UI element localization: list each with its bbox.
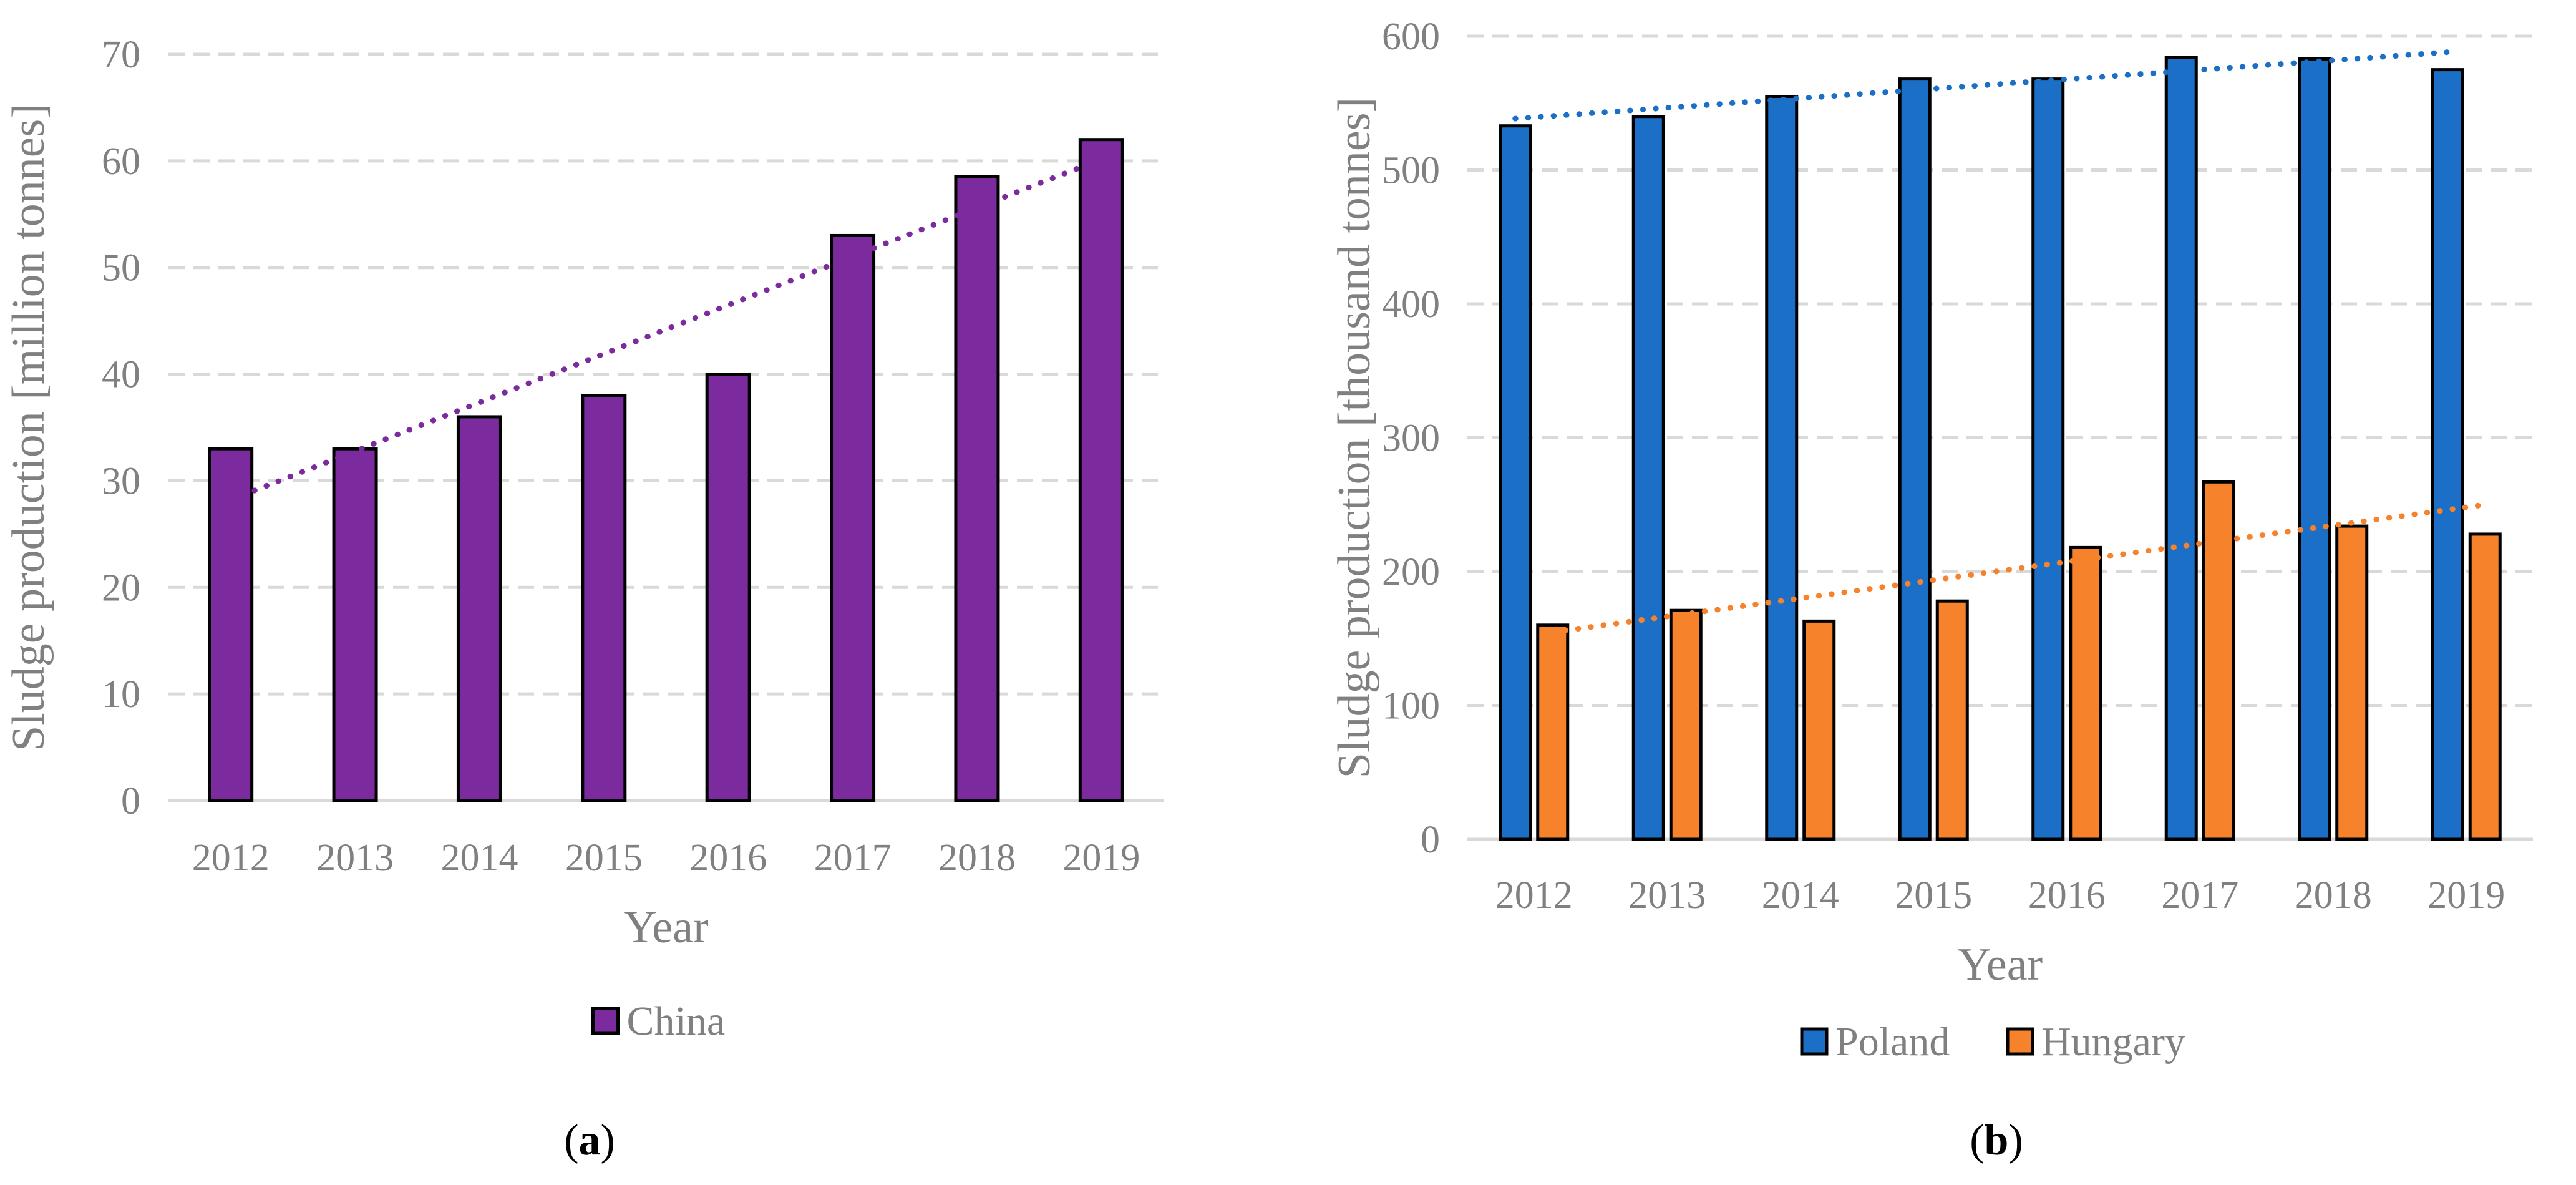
- y-tick-label: 600: [1382, 16, 1440, 58]
- panel-a: 0 10 20 30 40 50 60 70 2012 2013 2014 2015 2016 2017 2…: [3, 34, 1164, 1164]
- legend-label-hungary: Hungary: [2041, 1019, 2185, 1065]
- legend-label-poland: Poland: [1835, 1019, 1950, 1065]
- x-tick-label: 2019: [1062, 837, 1140, 879]
- bar-poland-2018: [2298, 57, 2331, 841]
- legend-swatch-china: [591, 1007, 620, 1035]
- y-tick-label: 70: [102, 34, 140, 76]
- trendline-hungary: [1550, 502, 2488, 635]
- y-tick-label: 10: [102, 673, 140, 716]
- y-tick-label: 20: [102, 567, 140, 609]
- y-tick-label: 300: [1382, 417, 1440, 460]
- panel-label: (a): [564, 1116, 615, 1164]
- bar-poland-2013: [1631, 115, 1665, 841]
- y-axis-title: Sludge production [million tonnes]: [3, 104, 54, 751]
- x-axis-title: Year: [623, 902, 708, 953]
- bar-hungary-2018: [2335, 524, 2369, 841]
- y-tick-label: 400: [1382, 283, 1440, 326]
- bar-hungary-2013: [1669, 608, 1703, 841]
- y-tick-label: 0: [1421, 819, 1440, 861]
- bar-poland-2012: [1499, 124, 1532, 841]
- y-tick-label: 100: [1382, 685, 1440, 728]
- x-tick-label: 2017: [814, 837, 892, 879]
- y-axis-title: Sludge production [thousand tonnes]: [1329, 97, 1380, 778]
- y-tick-label: 0: [121, 780, 140, 822]
- bar-hungary-2012: [1536, 623, 1570, 841]
- x-tick-label: 2018: [2295, 874, 2372, 917]
- bar-hungary-2015: [1935, 599, 1969, 841]
- bar-china-2014: [456, 415, 502, 802]
- bar-china-2018: [954, 175, 1000, 802]
- x-tick-label: 2016: [2028, 874, 2106, 917]
- x-tick-label: 2018: [938, 837, 1016, 879]
- bar-china-2016: [705, 373, 751, 802]
- y-tick-label: 50: [102, 247, 140, 290]
- x-tick-label: 2017: [2161, 874, 2238, 917]
- x-tick-label: 2015: [565, 837, 643, 879]
- y-tick-label: 200: [1382, 551, 1440, 593]
- x-tick-label: 2013: [1628, 874, 1706, 917]
- x-tick-label: 2012: [192, 837, 270, 879]
- bar-china-2013: [332, 447, 378, 802]
- bar-hungary-2014: [1802, 619, 1836, 841]
- x-tick-label: 2019: [2428, 874, 2505, 917]
- bar-hungary-2016: [2069, 545, 2102, 841]
- x-tick-label: 2016: [689, 837, 767, 879]
- bar-china-2017: [830, 233, 876, 802]
- bar-china-2012: [208, 447, 254, 802]
- trendline-china: [228, 156, 1104, 503]
- bar-poland-2014: [1765, 95, 1799, 841]
- x-tick-label: 2012: [1495, 874, 1573, 917]
- legend-label-china: China: [627, 998, 726, 1044]
- bar-hungary-2017: [2202, 480, 2235, 841]
- y-tick-label: 30: [102, 460, 140, 502]
- bar-china-2019: [1078, 138, 1124, 802]
- y-tick-label: 40: [102, 354, 140, 396]
- bar-poland-2019: [2431, 68, 2464, 841]
- y-tick-label: 500: [1382, 150, 1440, 192]
- trendline-poland: [1512, 49, 2451, 122]
- x-tick-label: 2014: [440, 837, 518, 879]
- bar-poland-2015: [1898, 77, 1932, 841]
- bar-poland-2017: [2164, 56, 2198, 841]
- bar-poland-2016: [2031, 77, 2065, 841]
- legend-swatch-poland: [1800, 1027, 1829, 1056]
- panel-b: 0 100 200 300 400 500 600 2012 2013 2014 2015 2016 2…: [1329, 16, 2533, 1164]
- bar-china-2015: [581, 394, 627, 802]
- legend-swatch-hungary: [2006, 1027, 2034, 1056]
- panel-label: (b): [1970, 1116, 2023, 1164]
- bar-hungary-2019: [2468, 532, 2502, 841]
- x-tick-label: 2015: [1895, 874, 1972, 917]
- y-tick-label: 60: [102, 140, 140, 183]
- x-tick-label: 2014: [1762, 874, 1839, 917]
- x-tick-label: 2013: [316, 837, 394, 879]
- x-axis-title: Year: [1958, 939, 2043, 990]
